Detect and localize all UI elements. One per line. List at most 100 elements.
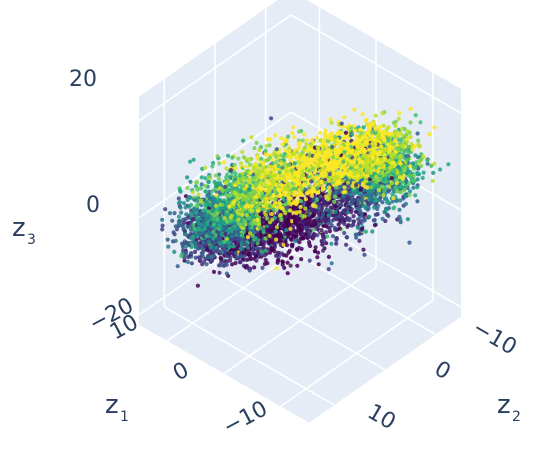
data-point <box>238 246 243 252</box>
data-point <box>224 271 229 276</box>
data-point <box>211 229 216 235</box>
y-grid-floor-2 <box>280 299 434 408</box>
data-point <box>400 164 405 169</box>
data-point <box>202 218 207 223</box>
data-point <box>321 248 326 253</box>
data-point <box>240 226 245 231</box>
data-point <box>211 188 216 193</box>
data-point <box>172 249 177 254</box>
data-point <box>322 216 327 221</box>
data-point <box>324 224 329 229</box>
data-point <box>341 193 346 198</box>
data-point <box>391 196 396 201</box>
data-point <box>166 244 171 249</box>
data-point <box>338 185 343 190</box>
data-point <box>208 244 213 250</box>
data-point <box>410 147 415 152</box>
data-point <box>420 175 425 180</box>
data-point <box>226 228 231 233</box>
data-point <box>195 215 200 220</box>
data-point <box>233 261 238 266</box>
data-point <box>324 230 329 235</box>
data-point <box>264 224 270 229</box>
data-point <box>173 224 178 229</box>
data-point <box>200 247 205 252</box>
data-point <box>362 252 367 257</box>
data-point <box>183 217 188 222</box>
data-point <box>369 197 374 202</box>
data-point <box>375 212 380 217</box>
data-point <box>227 197 232 202</box>
data-point <box>350 183 355 189</box>
data-point <box>297 209 302 214</box>
data-point <box>374 174 379 179</box>
data-point <box>165 237 170 242</box>
data-point <box>345 180 351 185</box>
data-point <box>221 160 226 165</box>
data-point <box>259 241 264 246</box>
data-point <box>327 229 333 234</box>
scatter-points <box>160 106 451 288</box>
data-point <box>248 231 253 236</box>
data-point <box>341 190 346 195</box>
data-point <box>321 211 326 216</box>
data-point <box>300 231 305 236</box>
data-point <box>284 227 289 233</box>
data-point <box>415 177 420 182</box>
data-point <box>320 192 325 197</box>
data-point <box>289 237 294 242</box>
data-point <box>407 240 412 245</box>
data-point <box>183 194 189 199</box>
data-point <box>227 243 232 248</box>
data-point <box>363 229 368 234</box>
data-point <box>327 185 332 190</box>
data-point <box>206 255 211 260</box>
data-point <box>218 255 223 260</box>
data-point <box>200 208 205 213</box>
data-point <box>285 260 290 265</box>
data-point <box>197 221 202 226</box>
data-point <box>269 228 274 233</box>
data-point <box>358 218 363 223</box>
data-point <box>178 205 183 210</box>
data-point <box>367 214 372 219</box>
data-point <box>366 202 371 207</box>
data-point <box>173 238 178 243</box>
data-point <box>287 248 292 253</box>
data-point <box>199 243 204 248</box>
data-point <box>380 111 385 116</box>
data-point <box>404 179 409 184</box>
data-point <box>337 193 343 198</box>
data-point <box>381 177 386 182</box>
data-point <box>202 259 207 264</box>
data-point <box>167 211 173 216</box>
data-point <box>303 232 308 237</box>
data-point <box>234 226 239 231</box>
data-point <box>191 207 196 212</box>
data-point <box>332 194 338 199</box>
data-point <box>413 193 418 198</box>
data-point <box>397 111 402 116</box>
data-point <box>368 185 373 190</box>
data-point <box>396 133 401 138</box>
data-point <box>317 213 322 218</box>
data-point <box>193 245 198 250</box>
data-point <box>236 238 241 244</box>
data-point <box>263 212 268 217</box>
data-point <box>286 201 292 206</box>
data-point <box>273 229 278 234</box>
data-point <box>202 226 207 231</box>
data-point <box>160 223 165 228</box>
data-point <box>395 217 400 222</box>
data-point <box>415 170 420 175</box>
data-point <box>214 245 219 250</box>
data-point <box>274 225 279 230</box>
data-point <box>402 187 407 193</box>
data-point <box>206 209 211 214</box>
data-point <box>329 223 334 228</box>
data-point <box>377 176 382 181</box>
data-point <box>295 247 300 252</box>
data-point <box>213 203 219 208</box>
data-point <box>324 207 329 212</box>
data-point <box>234 233 239 238</box>
